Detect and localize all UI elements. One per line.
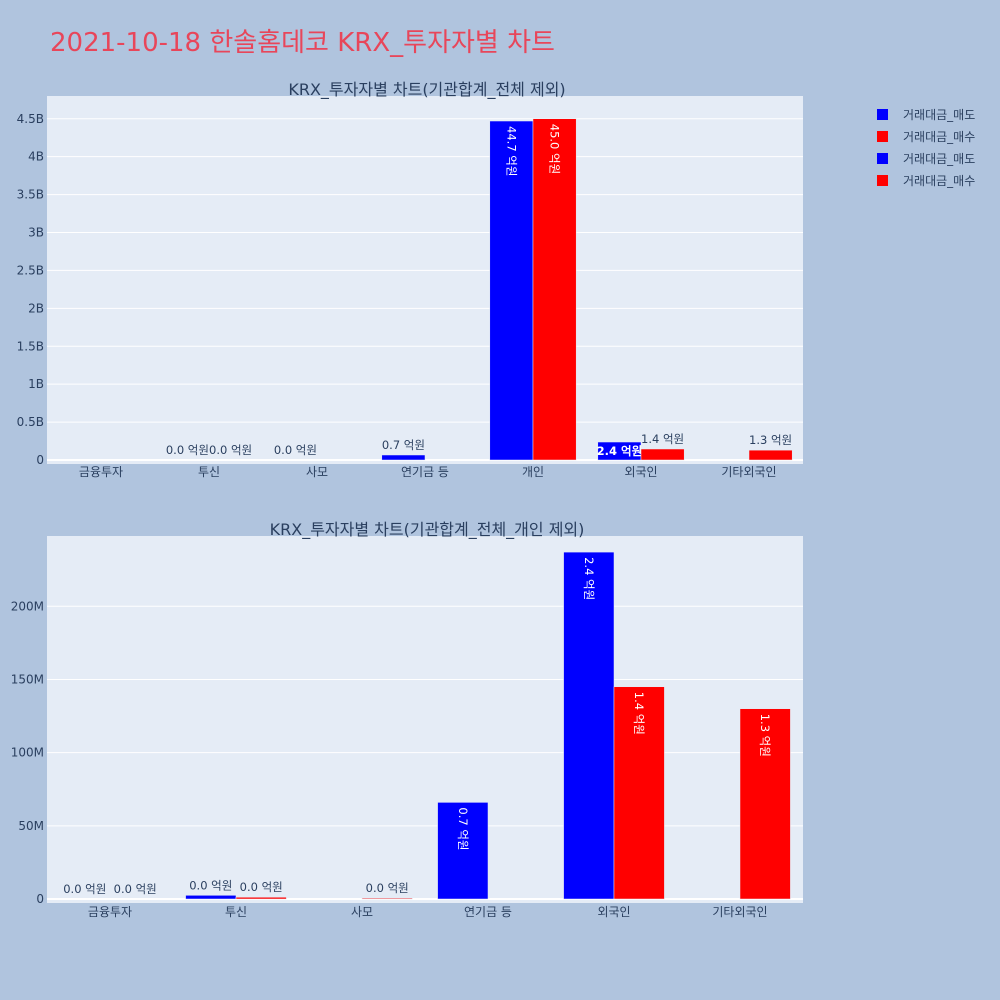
bar-buy bbox=[532, 118, 577, 461]
x-tick-label: 투신 bbox=[225, 905, 247, 919]
x-tick-label: 금융투자 bbox=[88, 905, 132, 919]
x-tick-label: 연기금 등 bbox=[464, 905, 512, 919]
bar-label: 0.0 억원 bbox=[114, 882, 157, 896]
legend-item-label[interactable]: 거래대금_매수 bbox=[903, 174, 975, 188]
bar-buy bbox=[640, 448, 685, 461]
bar-label: 0.0 억원 bbox=[240, 880, 283, 894]
bar-label: 1.4 억원 bbox=[641, 432, 684, 446]
bar-buy bbox=[739, 708, 791, 900]
bar-sell bbox=[489, 120, 534, 461]
chart-title: KRX_투자자별 차트(기관합계_전체 제외) bbox=[288, 80, 565, 100]
bar-label: 44.7 억원 bbox=[504, 126, 518, 176]
plot-area bbox=[47, 536, 803, 903]
legend-item-label[interactable]: 거래대금_매도 bbox=[903, 108, 975, 122]
legend-swatch[interactable] bbox=[877, 153, 888, 164]
bar-label: 0.0 억원 bbox=[366, 881, 409, 895]
bar-label: 0.0 억원 bbox=[209, 443, 252, 457]
bar-label: 45.0 억원 bbox=[548, 124, 562, 174]
legend-swatch[interactable] bbox=[877, 109, 888, 120]
bar-label: 0.7 억원 bbox=[456, 807, 470, 850]
x-tick-label: 외국인 bbox=[597, 905, 630, 919]
x-tick-label: 기타외국인 bbox=[721, 465, 776, 479]
x-tick-label: 사모 bbox=[351, 905, 373, 919]
bar-label: 0.7 억원 bbox=[382, 438, 425, 452]
y-tick-label: 150M bbox=[11, 672, 44, 686]
bar-buy bbox=[613, 686, 665, 900]
bar-sell bbox=[563, 551, 615, 900]
bar-label: 0.0 억원 bbox=[189, 878, 232, 892]
y-tick-label: 4.5B bbox=[17, 112, 44, 126]
x-tick-label: 사모 bbox=[306, 465, 328, 479]
legend-item-label[interactable]: 거래대금_매수 bbox=[903, 130, 975, 144]
bar-sell bbox=[381, 454, 426, 461]
y-tick-label: 0.5B bbox=[17, 415, 44, 429]
bar-buy bbox=[361, 897, 413, 900]
y-tick-label: 50M bbox=[18, 819, 44, 833]
legend-swatch[interactable] bbox=[877, 131, 888, 142]
page-title: 2021-10-18 한솔홈데코 KRX_투자자별 차트 bbox=[50, 28, 555, 58]
bar-label: 1.3 억원 bbox=[758, 714, 772, 757]
legend-swatch[interactable] bbox=[877, 175, 888, 186]
y-tick-label: 2B bbox=[28, 301, 44, 315]
y-tick-label: 0 bbox=[36, 453, 44, 467]
bar-label: 0.0 억원 bbox=[166, 443, 209, 457]
y-tick-label: 2.5B bbox=[17, 263, 44, 277]
y-tick-label: 3B bbox=[28, 226, 44, 240]
legend-item-label[interactable]: 거래대금_매도 bbox=[903, 152, 975, 166]
chart-title: KRX_투자자별 차트(기관합계_전체_개인 제외) bbox=[270, 520, 585, 540]
y-tick-label: 100M bbox=[11, 746, 44, 760]
bar-label: 1.4 억원 bbox=[632, 692, 646, 735]
bar-label: 1.3 억원 bbox=[749, 433, 792, 447]
y-tick-label: 0 bbox=[36, 892, 44, 906]
x-tick-label: 투신 bbox=[198, 465, 220, 479]
y-tick-label: 4B bbox=[28, 150, 44, 164]
y-tick-label: 3.5B bbox=[17, 188, 44, 202]
chart-1: 0 0.5B 1B 1.5B 2B 2.5B 3B 3.5B 4B 4.5B KRX_투자자별 차트… bbox=[17, 80, 803, 479]
x-tick-label: 외국인 bbox=[624, 465, 657, 479]
bar-label: 2.4 억원 bbox=[597, 444, 643, 458]
chart-2: 0 50M 100M 150M 200M KRX_투자자별 차트(기관합계_전체_개인 제… bbox=[11, 520, 803, 919]
x-tick-label: 기타외국인 bbox=[712, 905, 767, 919]
y-tick-label: 1B bbox=[28, 377, 44, 391]
y-tick-label: 1.5B bbox=[17, 339, 44, 353]
y-tick-label: 200M bbox=[11, 599, 44, 613]
bar-label: 0.0 억원 bbox=[274, 443, 317, 457]
x-tick-label: 개인 bbox=[522, 465, 544, 479]
x-tick-label: 금융투자 bbox=[79, 465, 123, 479]
bar-sell bbox=[437, 802, 489, 900]
x-tick-label: 연기금 등 bbox=[401, 465, 449, 479]
bar-buy bbox=[748, 449, 793, 461]
bar-sell bbox=[185, 895, 237, 900]
bar-buy bbox=[235, 896, 287, 900]
bar-label: 2.4 억원 bbox=[582, 557, 596, 600]
bar-label: 0.0 억원 bbox=[63, 882, 106, 896]
plot-area bbox=[47, 96, 803, 464]
